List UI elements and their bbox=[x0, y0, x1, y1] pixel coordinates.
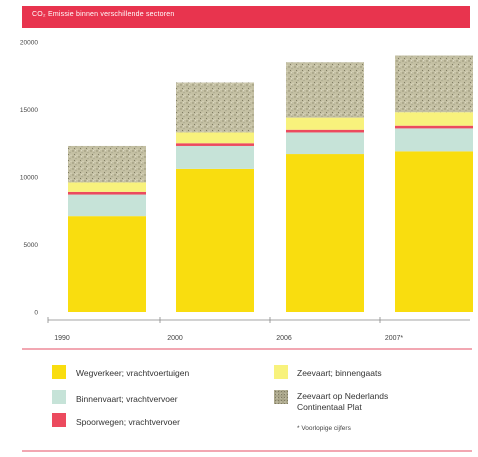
legend-label-binnenvaart: Binnenvaart; vrachtvervoer bbox=[76, 394, 178, 404]
bar-segment bbox=[176, 82, 254, 133]
bar-segment bbox=[395, 151, 473, 312]
bar-segment bbox=[176, 132, 254, 144]
x-axis: 1990 2000 2006 2007* bbox=[47, 317, 470, 342]
bars bbox=[68, 55, 473, 312]
bar-segment bbox=[286, 117, 364, 130]
y-tick-label: 20000 bbox=[20, 40, 38, 47]
y-tick-label: 5000 bbox=[24, 242, 39, 249]
legend-swatch-binnenvaart bbox=[52, 390, 66, 404]
chart-title-bar: CO₂ Emissie binnen verschillende sectore… bbox=[22, 6, 470, 28]
bar-segment bbox=[68, 182, 146, 192]
chart-title: CO₂ Emissie binnen verschillende sectore… bbox=[32, 11, 175, 18]
x-tick-label: 2007* bbox=[385, 335, 404, 342]
y-axis: 0 5000 10000 15000 20000 bbox=[20, 40, 38, 317]
y-tick-label: 0 bbox=[34, 310, 38, 317]
x-tick-label: 1990 bbox=[54, 335, 70, 342]
bar-segment bbox=[176, 168, 254, 312]
legend-swatch-spoorwegen bbox=[52, 413, 66, 427]
bar-segment bbox=[68, 191, 146, 195]
x-tick-label: 2000 bbox=[167, 335, 183, 342]
bar-segment bbox=[395, 112, 473, 126]
legend-label-spoorwegen: Spoorwegen; vrachtvervoer bbox=[76, 417, 180, 427]
legend-swatch-zeevaart-binnengaats bbox=[274, 365, 288, 379]
bar-segment bbox=[68, 145, 146, 183]
legend-divider-bottom bbox=[22, 450, 472, 452]
legend-label-wegverkeer: Wegverkeer; vrachtvoertuigen bbox=[76, 368, 190, 378]
bar-segment bbox=[395, 55, 473, 113]
bar-segment bbox=[286, 129, 364, 133]
bar-segment bbox=[395, 125, 473, 129]
y-tick-label: 10000 bbox=[20, 175, 38, 182]
legend-label-zeevaart-ncp: Zeevaart op Nederlands Continentaal Plat bbox=[297, 391, 389, 412]
bar-segment bbox=[68, 194, 146, 217]
x-tick-label: 2006 bbox=[276, 335, 292, 342]
footnote: * Voorlopige cijfers bbox=[297, 425, 351, 432]
bar-segment bbox=[395, 128, 473, 152]
legend-divider-top bbox=[22, 348, 472, 350]
y-tick-label: 15000 bbox=[20, 107, 38, 114]
bar-segment bbox=[286, 154, 364, 312]
legend-label-zeevaart-binnengaats: Zeevaart; binnengaats bbox=[297, 368, 382, 378]
legend-swatch-wegverkeer bbox=[52, 365, 66, 379]
bar-segment bbox=[286, 62, 364, 118]
bar-segment bbox=[176, 145, 254, 169]
bar-segment bbox=[68, 216, 146, 312]
bar-segment bbox=[286, 132, 364, 155]
bar-segment bbox=[176, 143, 254, 146]
legend-swatch-zeevaart-ncp bbox=[274, 390, 288, 404]
